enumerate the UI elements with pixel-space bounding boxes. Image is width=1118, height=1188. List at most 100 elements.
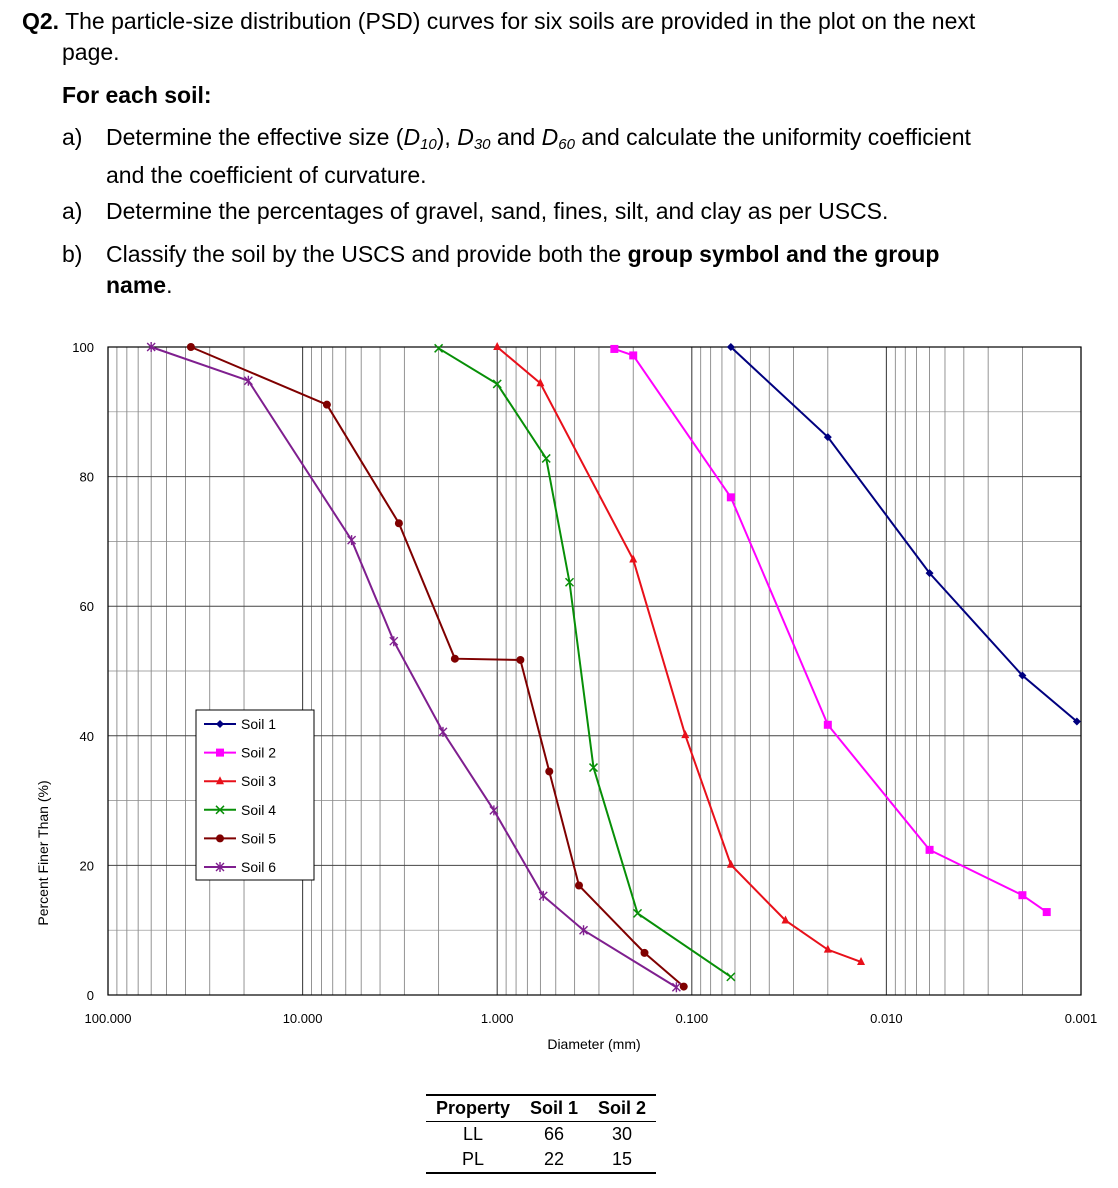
data-point <box>538 890 548 901</box>
table-cell: PL <box>426 1147 521 1174</box>
x-tick-label: 100.000 <box>85 1011 132 1026</box>
task-a2-label: a) <box>62 198 83 224</box>
series-soil-2 <box>610 344 1051 917</box>
data-point <box>579 925 589 936</box>
data-point <box>536 378 545 387</box>
data-point <box>1072 717 1081 726</box>
data-point <box>545 767 554 776</box>
series-soil-5 <box>186 343 688 991</box>
data-point <box>726 859 735 868</box>
data-point <box>216 748 224 757</box>
table-row: LL 66 30 <box>426 1122 656 1148</box>
for-each-heading: For each soil: <box>62 82 212 108</box>
data-point <box>215 805 225 815</box>
legend-entry: Soil 5 <box>204 830 276 846</box>
series-soil-3 <box>493 342 866 965</box>
data-point <box>1018 671 1027 680</box>
table-cell: 15 <box>588 1147 657 1174</box>
data-point <box>726 493 735 502</box>
legend-label: Soil 4 <box>241 802 276 818</box>
legend-entry: Soil 6 <box>204 859 276 875</box>
data-point <box>434 343 444 353</box>
task-b: b) Classify the soil by the USCS and pro… <box>62 239 1102 301</box>
series-soil-4 <box>434 343 736 982</box>
legend-entry: Soil 4 <box>204 802 276 818</box>
table-header: Soil 2 <box>588 1094 657 1122</box>
data-point <box>1042 908 1051 917</box>
data-point <box>541 453 551 463</box>
data-point <box>216 834 224 843</box>
table-cell: 66 <box>544 1124 565 1144</box>
series-line <box>496 346 862 963</box>
data-point <box>726 343 735 351</box>
data-point <box>450 654 459 663</box>
chart-series <box>146 342 1081 993</box>
y-tick-label: 80 <box>80 470 94 485</box>
data-point <box>610 344 619 353</box>
table-row: PL 22 15 <box>426 1147 657 1174</box>
data-point <box>629 351 638 360</box>
y-tick-label: 0 <box>87 988 94 1003</box>
data-point <box>633 908 643 918</box>
question-text-line2: page. <box>62 39 120 65</box>
data-point <box>492 379 502 389</box>
task-a2: a) Determine the percentages of gravel, … <box>62 196 1102 227</box>
legend-label: Soil 5 <box>241 830 276 846</box>
legend-entry: Soil 1 <box>204 716 276 732</box>
data-point <box>389 636 399 647</box>
legend-entry: Soil 2 <box>204 745 276 761</box>
table-cell: 30 <box>612 1124 633 1144</box>
data-point <box>146 342 156 352</box>
y-tick-label: 60 <box>80 599 94 614</box>
data-point <box>823 944 832 953</box>
task-b-label: b) <box>62 241 83 267</box>
legend-label: Soil 6 <box>241 859 276 875</box>
table-header: Property <box>426 1094 521 1122</box>
data-point <box>516 655 525 664</box>
task-b-text: Classify the soil by the USCS and provid… <box>106 241 940 298</box>
task-a1: a) Determine the effective size (D10), D… <box>62 122 1102 191</box>
legend-box <box>195 709 315 881</box>
table-cell: 22 <box>520 1147 589 1174</box>
data-point <box>781 915 790 924</box>
data-point <box>588 763 599 773</box>
data-point <box>925 845 934 854</box>
x-tick-label: 1.000 <box>481 1011 514 1026</box>
question-text-line1: Q2. The particle-size distribution (PSD)… <box>22 6 1112 37</box>
data-point <box>857 956 866 965</box>
series-soil-1 <box>726 343 1081 726</box>
data-point <box>925 569 934 578</box>
x-axis-label: Diameter (mm) <box>547 1036 640 1052</box>
data-point <box>493 342 502 350</box>
x-tick-label: 10.000 <box>283 1011 323 1026</box>
question-number: Q2. <box>22 8 60 34</box>
data-point <box>640 948 649 957</box>
legend-label: Soil 1 <box>241 716 276 732</box>
data-point <box>823 720 832 729</box>
plot-border <box>107 346 1082 996</box>
data-point <box>186 343 195 351</box>
data-point <box>215 862 225 872</box>
y-tick-label: 40 <box>80 729 94 744</box>
data-point <box>726 972 736 982</box>
data-point <box>1018 891 1027 900</box>
series-soil-6 <box>146 342 681 993</box>
data-point <box>574 881 583 890</box>
task-a1-label: a) <box>62 124 83 150</box>
chart-legend: Soil 1 Soil 2 Soil 3 Soil 4 Soil 5 Soil 6 <box>195 709 315 881</box>
legend-label: Soil 3 <box>241 773 276 789</box>
y-axis-label: Percent Finer Than (%) <box>35 780 51 925</box>
chart-grid <box>107 346 1082 996</box>
table-cell: LL <box>463 1124 484 1144</box>
properties-table: Property Soil 1 Soil 2 LL 66 30 PL 22 15 <box>426 1094 657 1174</box>
table-header-row: Property Soil 1 Soil 2 <box>426 1094 657 1122</box>
legend-entry: Soil 3 <box>204 773 276 789</box>
data-point <box>564 577 575 587</box>
data-point <box>489 805 499 816</box>
question-header: Q2. The particle-size distribution (PSD)… <box>22 6 1112 68</box>
x-tick-label: 0.001 <box>1065 1011 1098 1026</box>
chart-ticks: 100.000 10.000 1.000 0.100 0.010 0.001 0 20 40 60… <box>72 340 1097 1026</box>
x-tick-label: 0.100 <box>676 1011 709 1026</box>
data-point <box>216 776 224 785</box>
data-point <box>823 433 832 442</box>
